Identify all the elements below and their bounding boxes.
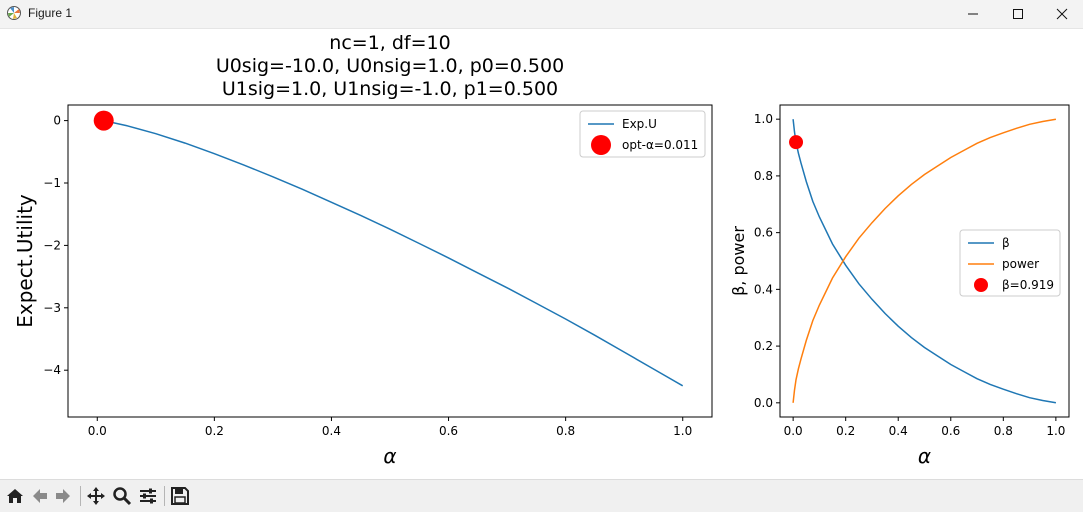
navigation-toolbar (0, 479, 1083, 512)
legend-box (579, 110, 706, 158)
toolbar-separator (164, 486, 165, 506)
zoom-button[interactable] (110, 484, 134, 508)
y-tick-label: 1.0 (754, 112, 773, 126)
legend-label: β (1002, 236, 1010, 250)
x-tick-label: 0.0 (88, 424, 107, 438)
x-axis-label: α (918, 444, 931, 468)
forward-icon (56, 489, 70, 503)
chart-title-line: nc=1, df=10 (329, 32, 450, 54)
x-tick-label: 0.2 (836, 424, 855, 438)
y-tick-label: −1 (43, 176, 61, 190)
x-tick-label: 0.2 (205, 424, 224, 438)
legend-label: opt-α=0.011 (622, 138, 698, 152)
window-titlebar: Figure 1 (0, 0, 1083, 29)
minimize-icon-real (968, 13, 978, 15)
x-tick-label: 0.6 (439, 424, 458, 438)
beta-power-chart: 0.0 0.2 0.4 0.6 0.8 1.0 0.0 0.2 0.4 0.6 0.8 1.0 α β, … (729, 104, 1070, 468)
legend-label: β=0.919 (1002, 278, 1054, 292)
maximize-button[interactable] (995, 0, 1041, 28)
chart-title-line: U1sig=1.0, U1nsig=-1.0, p1=0.500 (222, 78, 558, 100)
figure-svg: 0.0 0.2 0.4 0.6 0.8 1.0 0 −1 −2 −3 −4 α Expect.Utili… (13, 32, 1070, 468)
optimum-point-marker (789, 135, 804, 150)
series-line-1 (792, 119, 1057, 404)
x-tick-label: 0.8 (556, 424, 575, 438)
x-tick-label: 0.4 (322, 424, 341, 438)
pan-icon (87, 487, 105, 505)
matplotlib-app-icon (7, 6, 21, 20)
axes-frame (779, 104, 1070, 418)
legend-label: power (1002, 257, 1039, 271)
x-tick-label: 0.4 (889, 424, 908, 438)
y-tick-label: 0.6 (754, 226, 773, 240)
y-tick-label: 0.4 (754, 282, 773, 296)
home-icon (7, 489, 23, 503)
y-axis-label: Expect.Utility (13, 194, 37, 328)
configure-subplots-button[interactable] (136, 484, 160, 508)
save-button[interactable] (168, 484, 192, 508)
y-tick-label: −3 (43, 301, 61, 315)
figure-canvas: 0.0 0.2 0.4 0.6 0.8 1.0 0 −1 −2 −3 −4 α Expect.Utili… (0, 29, 1083, 479)
back-icon (33, 489, 47, 503)
back-button[interactable] (28, 484, 52, 508)
y-tick-label: −4 (43, 363, 61, 377)
window-title: Figure 1 (28, 6, 73, 20)
optimum-point-marker (93, 110, 114, 131)
legend-marker-swatch (591, 135, 611, 155)
legend-label: Exp.U (622, 117, 657, 131)
y-tick-label: −2 (43, 238, 61, 252)
x-tick-label: 0.8 (994, 424, 1013, 438)
maximize-icon (1013, 9, 1023, 19)
forward-button[interactable] (51, 484, 75, 508)
save-icon (171, 487, 189, 505)
y-axis-label: β, power (729, 226, 748, 296)
expected-utility-chart: 0.0 0.2 0.4 0.6 0.8 1.0 0 −1 −2 −3 −4 α Expect.Utili… (13, 32, 713, 468)
series-line-2 (792, 118, 1057, 403)
legend-marker-swatch (974, 278, 988, 292)
x-axis-label: α (383, 444, 396, 468)
axes-frame (67, 104, 713, 418)
chart-title-line: U0sig=-10.0, U0nsig=1.0, p0=0.500 (216, 55, 564, 77)
series-line-1 (97, 119, 684, 387)
close-button[interactable] (1040, 0, 1083, 28)
home-button[interactable] (3, 484, 27, 508)
x-tick-label: 0.6 (941, 424, 960, 438)
toolbar-separator (80, 486, 81, 506)
x-tick-label: 0.0 (784, 424, 803, 438)
y-tick-label: 0.2 (754, 339, 773, 353)
y-tick-label: 0 (53, 114, 61, 128)
configure-subplots-icon (140, 488, 156, 504)
minimize-button-real[interactable] (950, 0, 996, 28)
y-tick-label: 0.0 (754, 396, 773, 410)
y-tick-label: 0.8 (754, 169, 773, 183)
pan-button[interactable] (84, 484, 108, 508)
close-icon (1056, 8, 1067, 20)
x-tick-label: 1.0 (673, 424, 692, 438)
zoom-icon (113, 487, 132, 506)
x-tick-label: 1.0 (1046, 424, 1065, 438)
